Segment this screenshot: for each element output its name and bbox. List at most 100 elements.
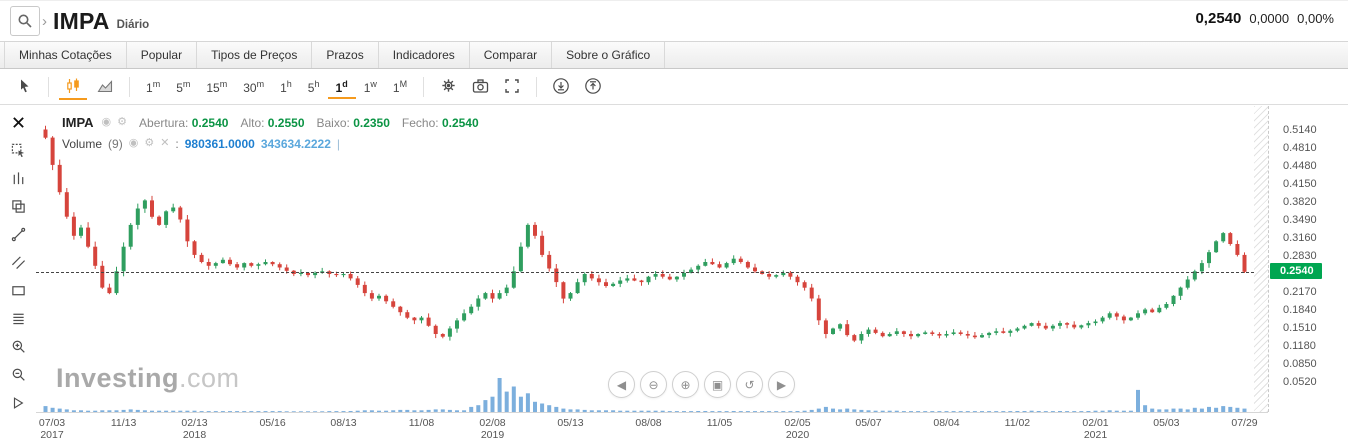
chart-toolbar: 1m 5m 15m 30m 1h 5h 1d 1w 1M: [0, 69, 1348, 105]
timeframe-1M[interactable]: 1M: [385, 75, 415, 99]
menu-item-popular[interactable]: Popular: [127, 42, 198, 68]
zoom-out-button[interactable]: ⊖: [640, 371, 667, 398]
selection-tool-button[interactable]: [7, 142, 29, 159]
menu-item-tipos-de-precos[interactable]: Tipos de Preços: [197, 42, 313, 68]
fullscreen-button[interactable]: [498, 74, 526, 100]
symbol-search-button[interactable]: [10, 6, 40, 36]
timeframe-group: 1m 5m 15m 30m 1h 5h 1d 1w 1M: [138, 75, 415, 99]
legend-high-label: Alto:: [240, 115, 265, 130]
timeframe-1m[interactable]: 1m: [138, 75, 168, 99]
price-axis[interactable]: 0.2540 0.5140 0.4810 0.4480 0.4150 0.3820 0.3…: [1268, 106, 1348, 412]
timeframe-30m[interactable]: 30m: [235, 75, 272, 99]
zoom-out-tool-button[interactable]: [7, 366, 29, 383]
close-icon: [12, 117, 24, 128]
chart-plot-area[interactable]: IMPA ◉ ⚙ Abertura: 0.2540 Alto: 0.2550 B…: [36, 106, 1268, 412]
menu-item-prazos[interactable]: Prazos: [312, 42, 379, 68]
legend-symbol: IMPA: [62, 115, 94, 130]
chart-navigation-buttons: ◀ ⊖ ⊕ ▣ ↺ ▶: [608, 371, 795, 398]
close-icon[interactable]: ✕: [160, 137, 170, 149]
timeframe-1w[interactable]: 1w: [356, 75, 385, 99]
volume-separator: |: [336, 136, 341, 151]
eye-icon[interactable]: ◉: [101, 116, 112, 128]
reset-view-button[interactable]: ↺: [736, 371, 763, 398]
timeframe-15m[interactable]: 15m: [198, 75, 235, 99]
zoom-out-icon: [12, 368, 25, 381]
trendline-tool-button[interactable]: [7, 226, 29, 243]
eye-icon[interactable]: ◉: [128, 137, 139, 149]
area-chart-icon: [97, 79, 113, 92]
list-tool-button[interactable]: [7, 310, 29, 327]
rectangle-icon: [11, 286, 25, 296]
time-axis-label: 08/04: [933, 417, 960, 429]
cursor-tool-button[interactable]: [10, 74, 38, 100]
channel-tool-button[interactable]: [7, 254, 29, 271]
gear-icon[interactable]: ⚙: [117, 116, 128, 128]
pan-left-button[interactable]: ◀: [608, 371, 635, 398]
gear-icon: [441, 79, 455, 92]
time-axis-label: 05/03: [1153, 417, 1180, 429]
timeframe-5h[interactable]: 5h: [300, 75, 328, 99]
price-axis-label: 0.4480: [1283, 160, 1317, 172]
measure-tool-button[interactable]: [7, 170, 29, 187]
legend-low-label: Baixo:: [316, 115, 350, 130]
price-axis-label: 0.2170: [1283, 286, 1317, 298]
timeframe-1h[interactable]: 1h: [272, 75, 300, 99]
candlestick-icon: [67, 78, 79, 93]
objects-tool-button[interactable]: [7, 198, 29, 215]
legend-symbol-row: IMPA ◉ ⚙ Abertura: 0.2540 Alto: 0.2550 B…: [62, 112, 479, 133]
price-axis-label: 0.3820: [1283, 196, 1317, 208]
investing-watermark: Investing.com: [56, 363, 240, 394]
cursor-icon: [20, 79, 28, 92]
menu-item-minhas-cotacoes[interactable]: Minhas Cotações: [4, 42, 127, 68]
timeframe-5m[interactable]: 5m: [168, 75, 198, 99]
timeframe-label: Diário: [116, 18, 150, 31]
forward-tool-button[interactable]: [7, 394, 29, 411]
upload-circle-icon: [585, 77, 601, 94]
play-icon: [13, 396, 24, 409]
bars-icon: [13, 172, 23, 185]
zoom-in-tool-button[interactable]: [7, 338, 29, 355]
legend-open-label: Abertura:: [139, 115, 189, 130]
select-cursor-icon: [11, 143, 24, 158]
area-chart-type-button[interactable]: [91, 74, 119, 100]
screenshot-button[interactable]: [466, 74, 494, 100]
menu-bar: Minhas Cotações Popular Tipos de Preços Pra…: [0, 41, 1348, 69]
time-axis-label: 05/13: [557, 417, 584, 429]
menu-item-sobre-o-grafico[interactable]: Sobre o Gráfico: [552, 42, 666, 68]
trendline-icon: [11, 227, 25, 242]
last-price-dashed-line: [36, 271, 1254, 273]
chevron-right-icon: ›: [42, 12, 47, 30]
fullscreen-icon: [505, 78, 519, 93]
pan-right-button[interactable]: ▶: [768, 371, 795, 398]
zoom-in-button[interactable]: ⊕: [672, 371, 699, 398]
menu-item-comparar[interactable]: Comparar: [470, 42, 553, 68]
settings-button[interactable]: [434, 74, 462, 100]
price-axis-label: 0.0520: [1283, 376, 1317, 388]
candlestick-chart-type-button[interactable]: [59, 74, 87, 100]
time-axis-label: 02/05 2020: [784, 417, 811, 441]
volume-colon: :: [175, 136, 179, 151]
time-axis-label: 11/08: [408, 417, 435, 429]
gear-icon[interactable]: ⚙: [144, 137, 155, 149]
camera-icon: [472, 78, 488, 93]
timeframe-1d[interactable]: 1d: [327, 75, 356, 99]
volume-indicator-label: Volume: [62, 136, 103, 151]
time-axis-label: 11/02: [1004, 417, 1031, 429]
save-chart-button[interactable]: [547, 74, 575, 100]
time-axis[interactable]: 07/03 2017 11/13 02/13 2018 05/16 08/13 11/08 02…: [36, 412, 1268, 445]
time-axis-label: 07/03 2017: [38, 417, 66, 441]
close-panel-button[interactable]: [7, 114, 29, 131]
time-axis-label: 02/01 2021: [1082, 417, 1109, 441]
lines-list-icon: [12, 313, 24, 325]
price-axis-label: 0.1510: [1283, 322, 1317, 334]
price-axis-label: 0.1840: [1283, 304, 1317, 316]
divider: [423, 76, 425, 97]
chart-legend: IMPA ◉ ⚙ Abertura: 0.2540 Alto: 0.2550 B…: [62, 112, 479, 154]
menu-item-indicadores[interactable]: Indicadores: [379, 42, 470, 68]
load-chart-button[interactable]: [579, 74, 607, 100]
rectangle-tool-button[interactable]: [7, 282, 29, 299]
zoom-box-button[interactable]: ▣: [704, 371, 731, 398]
time-axis-label: 02/08 2019: [479, 417, 506, 441]
legend-volume-row: Volume (9) ◉ ⚙ ✕ : 980361.0000 343634.22…: [62, 133, 479, 154]
